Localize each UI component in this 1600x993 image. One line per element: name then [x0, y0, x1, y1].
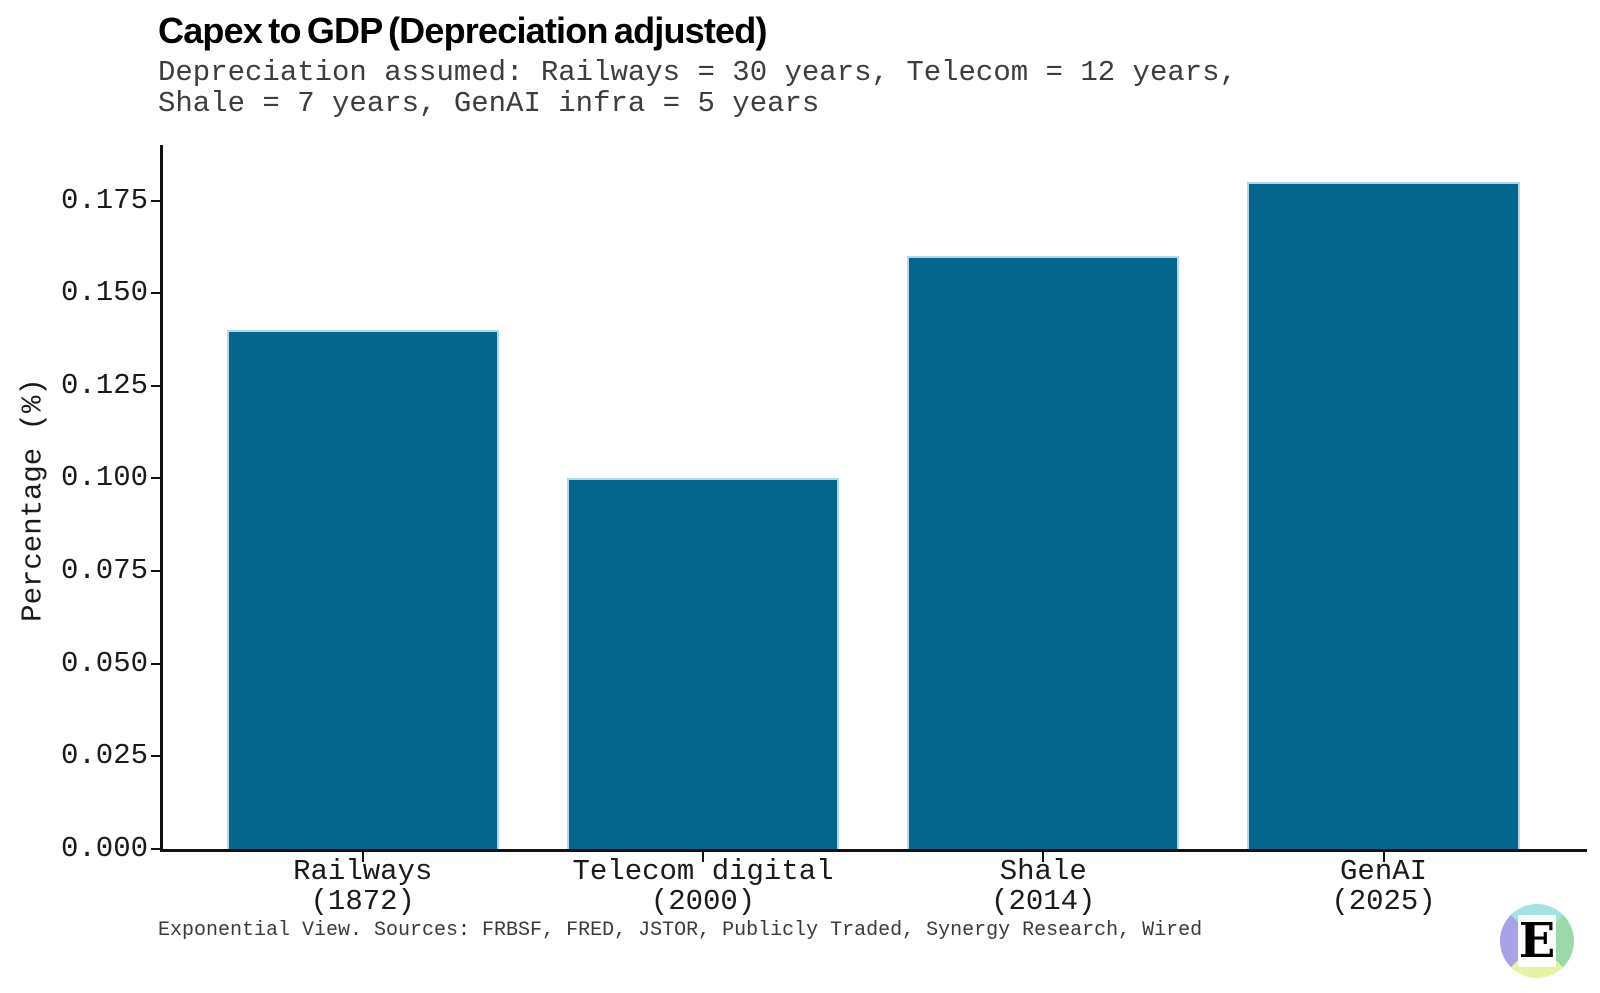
category-name: Telecom digital [572, 855, 834, 888]
x-tick-label-shale: Shale (2014) [823, 857, 1263, 917]
exponential-view-logo: E [1500, 904, 1574, 978]
category-year: (1872) [310, 885, 415, 918]
y-axis-spine [160, 145, 163, 852]
x-tick-label-railways: Railways (1872) [143, 857, 583, 917]
bar-railways [226, 330, 499, 849]
y-tick-label: 0.050 [60, 646, 148, 680]
y-tick-label: 0.150 [60, 276, 148, 310]
x-tick-mark [702, 852, 705, 862]
y-tick-mark [151, 662, 162, 665]
x-axis-spine [160, 849, 1587, 852]
y-tick-label: 0.125 [60, 368, 148, 402]
source-attribution: Exponential View. Sources: FRBSF, FRED, … [158, 919, 1203, 942]
y-tick-label: 0.100 [60, 461, 148, 495]
y-tick-mark [151, 292, 162, 295]
y-tick-mark [151, 384, 162, 387]
x-tick-label-telecom-digital: Telecom digital (2000) [483, 857, 923, 917]
bar-telecom-digital [566, 478, 840, 849]
y-tick-label: 0.025 [60, 739, 148, 773]
x-tick-mark [1042, 852, 1045, 862]
bar-genai [1247, 182, 1520, 849]
category-name: GenAI [1340, 855, 1428, 888]
category-year: (2014) [991, 885, 1096, 918]
category-year: (2025) [1331, 885, 1436, 918]
x-tick-mark [361, 852, 364, 862]
y-tick-label: 0.175 [60, 183, 148, 217]
y-tick-mark [151, 570, 162, 573]
bar-shale [907, 256, 1180, 849]
category-year: (2000) [650, 885, 756, 918]
category-name: Railways [293, 855, 433, 888]
y-tick-mark [151, 477, 162, 480]
chart-title: Capex to GDP (Depreciation adjusted) [158, 10, 767, 51]
chart-subtitle: Depreciation assumed: Railways = 30 year… [158, 56, 1237, 120]
logo-e-glyph: E [1518, 913, 1556, 969]
y-tick-mark [151, 755, 162, 758]
y-tick-mark [151, 199, 162, 202]
category-name: Shale [999, 855, 1087, 888]
x-tick-label-genai: GenAI (2025) [1164, 857, 1600, 917]
y-tick-mark [151, 848, 162, 850]
x-tick-mark [1382, 852, 1385, 862]
y-tick-label: 0.075 [60, 554, 148, 588]
y-tick-label: 0.000 [60, 832, 148, 865]
